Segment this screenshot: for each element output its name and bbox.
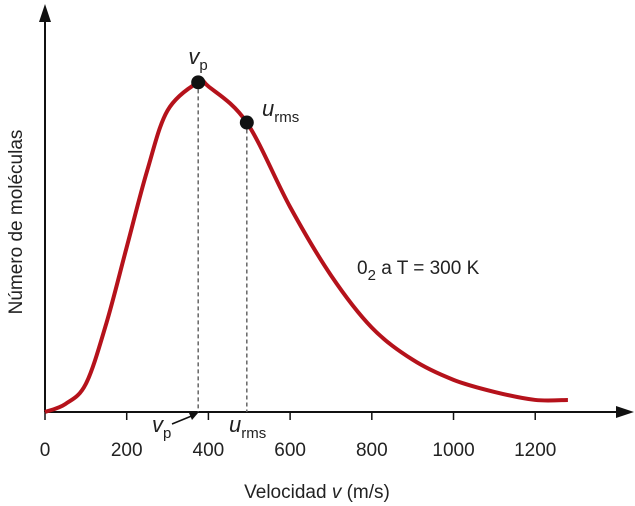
marker-label: urms xyxy=(229,412,266,442)
marker-subscript: p xyxy=(163,425,171,442)
annotation-part: a T = 300 K xyxy=(376,258,480,279)
marker-subscript: p xyxy=(199,57,207,74)
marker-symbol: v xyxy=(152,412,165,437)
pointer xyxy=(171,414,195,425)
x-axis-label: Velocidad v (m/s) xyxy=(244,482,390,503)
x-tick-label: 400 xyxy=(193,440,225,461)
x-tick-label: 1200 xyxy=(514,440,556,461)
x-tick-label: 600 xyxy=(274,440,306,461)
annotation-part: 0 xyxy=(357,258,368,279)
x-tick-label: 0 xyxy=(40,440,51,461)
marker-point xyxy=(239,115,254,130)
marker-subscript: rms xyxy=(241,425,266,442)
marker-subscript: rms xyxy=(274,109,299,126)
x-tick-label: 200 xyxy=(111,440,143,461)
y-axis-arrow xyxy=(39,4,51,22)
marker-label: urms xyxy=(262,96,299,126)
x-tick-label: 1000 xyxy=(432,440,474,461)
marker-point xyxy=(191,75,206,90)
curve xyxy=(44,78,568,414)
x-axis-arrow xyxy=(616,406,634,418)
marker-label: vp xyxy=(152,412,171,442)
annotation-part: 2 xyxy=(368,267,376,284)
pointer-head xyxy=(189,413,198,420)
marker-symbol: u xyxy=(262,96,274,121)
marker-symbol: u xyxy=(229,412,241,437)
y-axis-label: Número de moléculas xyxy=(6,130,27,315)
x-tick-label: 800 xyxy=(356,440,388,461)
x-label-part: Velocidad xyxy=(244,482,332,503)
annotation: 02 a T = 300 K xyxy=(357,258,480,284)
x-label-part: (m/s) xyxy=(341,482,390,503)
marker-label: vp xyxy=(188,44,207,74)
x-label-part: v xyxy=(332,482,343,503)
marker-symbol: v xyxy=(188,44,201,69)
